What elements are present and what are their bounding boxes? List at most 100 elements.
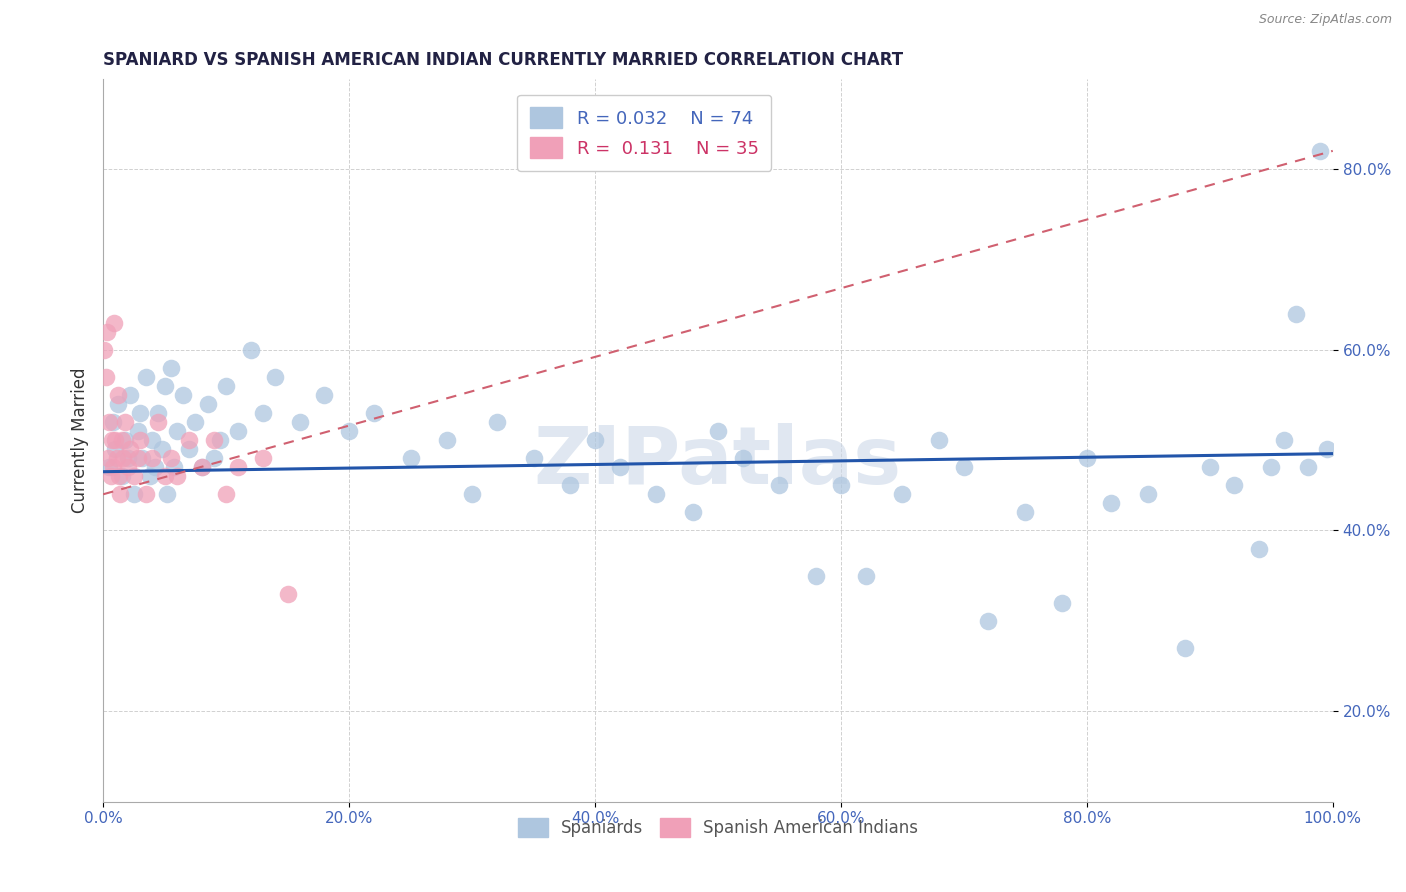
Point [110,469,132,483]
Point [120,388,142,402]
Point [609,460,631,475]
Point [707,424,730,438]
Point [252,406,274,420]
Point [110,433,132,447]
Point [148,406,170,420]
Point [179,433,201,447]
Point [103,316,125,330]
Point [682,505,704,519]
Point [190,460,212,475]
Point [953,460,976,475]
Point [208,433,231,447]
Point [1223,478,1246,492]
Point [108,469,131,483]
Point [159,360,181,375]
Point [117,460,139,475]
Point [127,424,149,438]
Point [94,369,117,384]
Point [264,369,287,384]
Point [855,568,877,582]
Point [111,451,134,466]
Point [560,478,582,492]
Point [97,451,120,466]
Legend: Spaniards, Spanish American Indians: Spaniards, Spanish American Indians [510,811,925,844]
Point [98,460,121,475]
Point [363,406,385,420]
Point [1076,451,1098,466]
Point [101,415,124,429]
Point [148,415,170,429]
Point [129,406,152,420]
Point [485,415,508,429]
Point [129,433,152,447]
Point [1316,442,1339,456]
Point [166,469,188,483]
Point [159,451,181,466]
Point [114,415,136,429]
Point [143,460,166,475]
Point [215,487,238,501]
Point [731,451,754,466]
Point [197,397,219,411]
Point [1137,487,1160,501]
Point [135,369,157,384]
Point [977,614,1000,628]
Point [105,451,128,466]
Point [252,451,274,466]
Point [399,451,422,466]
Point [1296,460,1319,475]
Point [120,442,142,456]
Point [202,451,225,466]
Point [583,433,606,447]
Point [156,487,179,501]
Point [107,397,129,411]
Text: SPANIARD VS SPANISH AMERICAN INDIAN CURRENTLY MARRIED CORRELATION CHART: SPANIARD VS SPANISH AMERICAN INDIAN CURR… [103,51,903,69]
Point [436,433,458,447]
Point [239,343,262,357]
Point [928,433,950,447]
Point [1285,307,1308,321]
Point [1099,496,1122,510]
Y-axis label: Currently Married: Currently Married [72,368,89,513]
Point [288,415,311,429]
Point [1247,541,1270,556]
Point [1052,596,1074,610]
Point [163,460,186,475]
Point [96,325,118,339]
Point [1272,433,1295,447]
Point [228,460,250,475]
Point [1309,144,1331,158]
Text: Source: ZipAtlas.com: Source: ZipAtlas.com [1258,13,1392,27]
Point [135,487,157,501]
Point [1198,460,1220,475]
Point [150,442,173,456]
Point [337,424,360,438]
Point [172,388,194,402]
Point [891,487,914,501]
Point [179,442,201,456]
Point [131,451,153,466]
Point [110,487,132,501]
Point [830,478,852,492]
Point [139,469,162,483]
Point [98,415,121,429]
Point [141,433,163,447]
Point [104,442,127,456]
Point [1260,460,1282,475]
Point [277,587,299,601]
Point [806,568,828,582]
Point [202,433,225,447]
Point [153,469,176,483]
Point [141,451,163,466]
Point [100,469,122,483]
Point [100,433,122,447]
Point [522,451,544,466]
Point [127,451,149,466]
Text: ZIPatlas: ZIPatlas [534,423,903,500]
Point [768,478,790,492]
Point [215,379,238,393]
Point [184,415,207,429]
Point [117,451,139,466]
Point [107,388,129,402]
Point [461,487,484,501]
